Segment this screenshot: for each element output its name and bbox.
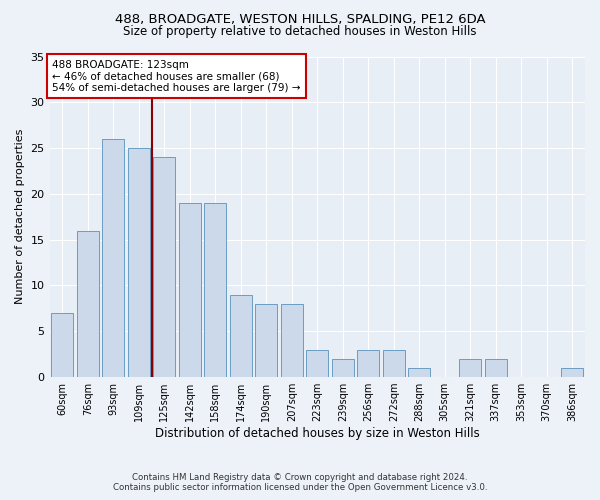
Bar (383, 350, 404, 377)
Text: Contains HM Land Registry data © Crown copyright and database right 2024.
Contai: Contains HM Land Registry data © Crown c… (113, 473, 487, 492)
Text: 488 BROADGATE: 123sqm
← 46% of detached houses are smaller (68)
54% of semi-deta: 488 BROADGATE: 123sqm ← 46% of detached … (52, 60, 301, 93)
Bar (562, 368, 583, 377)
Y-axis label: Number of detached properties: Number of detached properties (15, 129, 25, 304)
Bar (179, 203, 200, 377)
Bar (256, 304, 277, 377)
Bar (409, 368, 430, 377)
Bar (103, 139, 124, 377)
Bar (358, 350, 379, 377)
Bar (230, 294, 251, 377)
Bar (460, 359, 481, 377)
Bar (52, 313, 73, 377)
X-axis label: Distribution of detached houses by size in Weston Hills: Distribution of detached houses by size … (155, 427, 479, 440)
Bar (307, 350, 328, 377)
Text: 488, BROADGATE, WESTON HILLS, SPALDING, PE12 6DA: 488, BROADGATE, WESTON HILLS, SPALDING, … (115, 12, 485, 26)
Bar (205, 203, 226, 377)
Bar (128, 148, 149, 377)
Bar (77, 230, 98, 377)
Bar (154, 158, 175, 377)
Bar (485, 359, 506, 377)
Bar (332, 359, 353, 377)
Text: Size of property relative to detached houses in Weston Hills: Size of property relative to detached ho… (123, 25, 477, 38)
Bar (281, 304, 302, 377)
